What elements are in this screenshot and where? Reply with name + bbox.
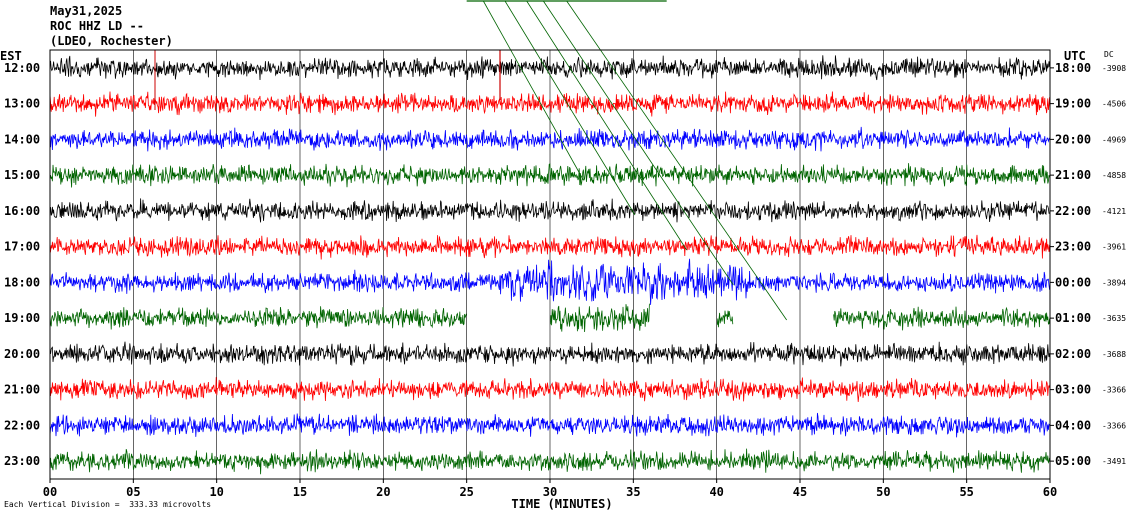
utc-hour-label: 01:00 [1055,311,1091,325]
trace-row [49,377,1050,403]
offscale-diagonal [526,0,688,251]
utc-hour-label: 00:00 [1055,275,1091,289]
utc-hour-label: 05:00 [1055,454,1091,468]
est-hour-label: 18:00 [4,275,40,289]
trace-row [49,91,1050,117]
footer-note: Each Vertical Division = 333.33 microvol… [4,500,212,509]
utc-hour-label: 23:00 [1055,240,1091,254]
x-axis-title: TIME (MINUTES) [511,497,612,511]
dc-offset-label: -3366 [1102,421,1126,430]
trace-row [49,341,1050,367]
x-tick-label: 45 [793,485,807,499]
offscale-diagonal [566,0,787,321]
trace-row [49,126,1050,152]
est-hour-label: 19:00 [4,311,40,325]
trace-group [49,55,1050,475]
dc-offset-label: -3961 [1102,243,1126,252]
date-label: May31,2025 [50,4,123,18]
dc-offset-label: -4969 [1102,135,1126,144]
est-hour-label: 12:00 [4,61,40,75]
x-tick-label: 55 [959,485,973,499]
est-hour-label: 22:00 [4,418,40,432]
utc-hour-label: 21:00 [1055,168,1091,182]
dc-offset-label: -3894 [1102,278,1126,287]
est-hour-label: 20:00 [4,347,40,361]
est-hour-label: 23:00 [4,454,40,468]
x-tick-label: 50 [876,485,890,499]
utc-hour-label: 03:00 [1055,383,1091,397]
trace-row [49,258,1050,305]
offscale-diagonal [482,0,584,181]
dc-offset-label: -4858 [1102,171,1126,180]
x-tick-label: 30 [543,485,557,499]
x-tick-label: 15 [293,485,307,499]
utc-hour-label: 02:00 [1055,347,1091,361]
trace-row [49,412,1050,438]
network-label: (LDEO, Rochester) [50,34,173,48]
utc-hour-label: 18:00 [1055,61,1091,75]
dc-offset-label: -3366 [1102,386,1126,395]
dc-offset-label: -3491 [1102,457,1126,466]
utc-hour-label: 04:00 [1055,418,1091,432]
trace-row [49,448,1050,475]
dc-offset-label: -4121 [1102,207,1126,216]
x-tick-label: 40 [709,485,723,499]
x-tick-label: 60 [1043,485,1057,499]
grid-lines [49,50,1051,483]
trace-row [49,234,1050,260]
dc-offset-label: -4506 [1102,100,1126,109]
est-hour-label: 17:00 [4,240,40,254]
est-hour-label: 15:00 [4,168,40,182]
plot-frame [49,49,1051,480]
utc-hour-label: 22:00 [1055,204,1091,218]
offscale-diagonal [543,0,734,286]
trace-row [49,198,1050,223]
trace-row [49,163,1050,188]
est-hour-label: 21:00 [4,383,40,397]
axis-labels: 00 05 10 15 20 25 30 35 40 45 50 55 60 12:00 18:00 -390… [4,61,1126,499]
dc-offset-label: -3688 [1102,350,1126,359]
est-hour-label: 16:00 [4,204,40,218]
est-axis-title: EST [0,49,22,63]
trace-row [49,55,1050,81]
x-tick-label: 05 [126,485,140,499]
trace-row [49,303,1050,333]
utc-hour-label: 19:00 [1055,97,1091,111]
utc-axis-title: UTC [1064,49,1086,63]
x-tick-label: 20 [376,485,390,499]
x-tick-label: 25 [459,485,473,499]
dc-offset-label: -3908 [1102,64,1126,73]
utc-hour-label: 20:00 [1055,132,1091,146]
dc-offset-label: -3635 [1102,314,1126,323]
x-tick-label: 35 [626,485,640,499]
est-hour-label: 14:00 [4,132,40,146]
x-tick-label: 00 [43,485,57,499]
station-label: ROC HHZ LD -- [50,19,144,33]
est-hour-label: 13:00 [4,97,40,111]
earthquake-overlay [154,0,787,321]
x-tick-label: 10 [209,485,223,499]
dc-column-title: DC [1104,50,1114,59]
offscale-diagonal [504,0,636,216]
